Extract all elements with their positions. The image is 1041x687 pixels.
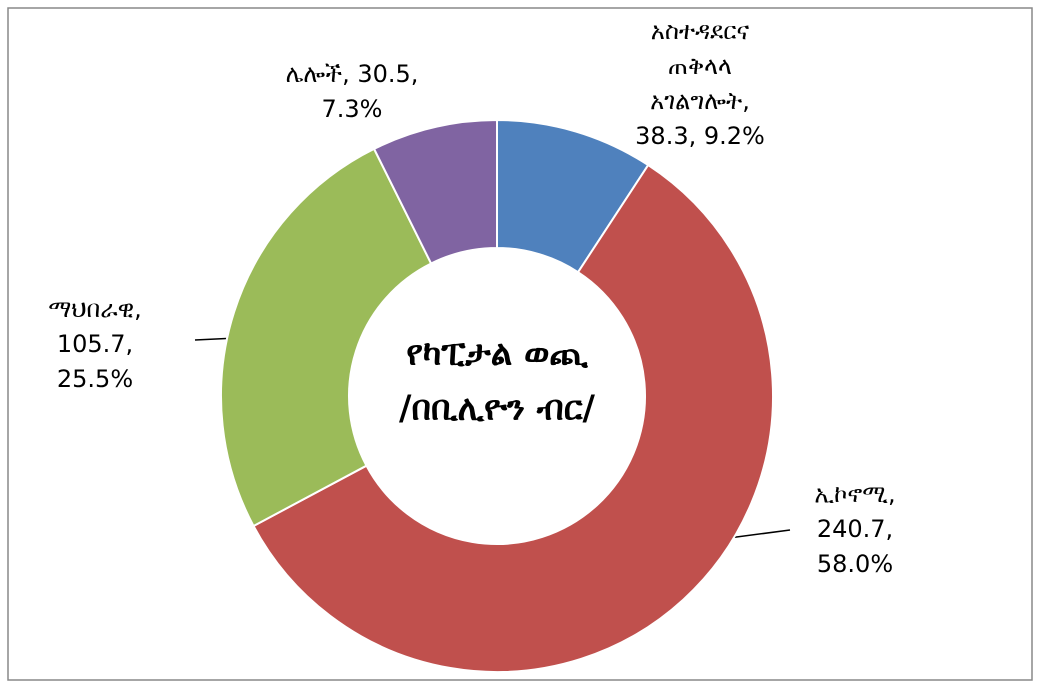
data-label: 25.5% xyxy=(57,365,133,393)
data-label: 58.0% xyxy=(817,550,893,578)
data-label: ማህበራዊ, xyxy=(48,295,141,323)
data-label: 105.7, xyxy=(57,330,133,358)
data-label: 240.7, xyxy=(817,515,893,543)
data-label: ጠቅላላ xyxy=(668,52,732,80)
data-label: 38.3, 9.2% xyxy=(635,122,765,150)
data-label: 7.3% xyxy=(322,95,383,123)
data-label: ኢኮኖሚ, xyxy=(814,480,895,508)
donut-slice xyxy=(252,163,774,673)
donut-slice xyxy=(220,147,433,528)
center-title: የካፒታል ወጪ xyxy=(406,334,588,374)
data-label: አገልግሎት, xyxy=(650,87,750,115)
donut-slice xyxy=(372,118,498,265)
center-title: /በቢሊዮን ብር/ xyxy=(399,389,595,429)
data-label: ሌሎች, 30.5, xyxy=(286,60,419,88)
data-label: አስተዳደርና xyxy=(651,17,750,45)
